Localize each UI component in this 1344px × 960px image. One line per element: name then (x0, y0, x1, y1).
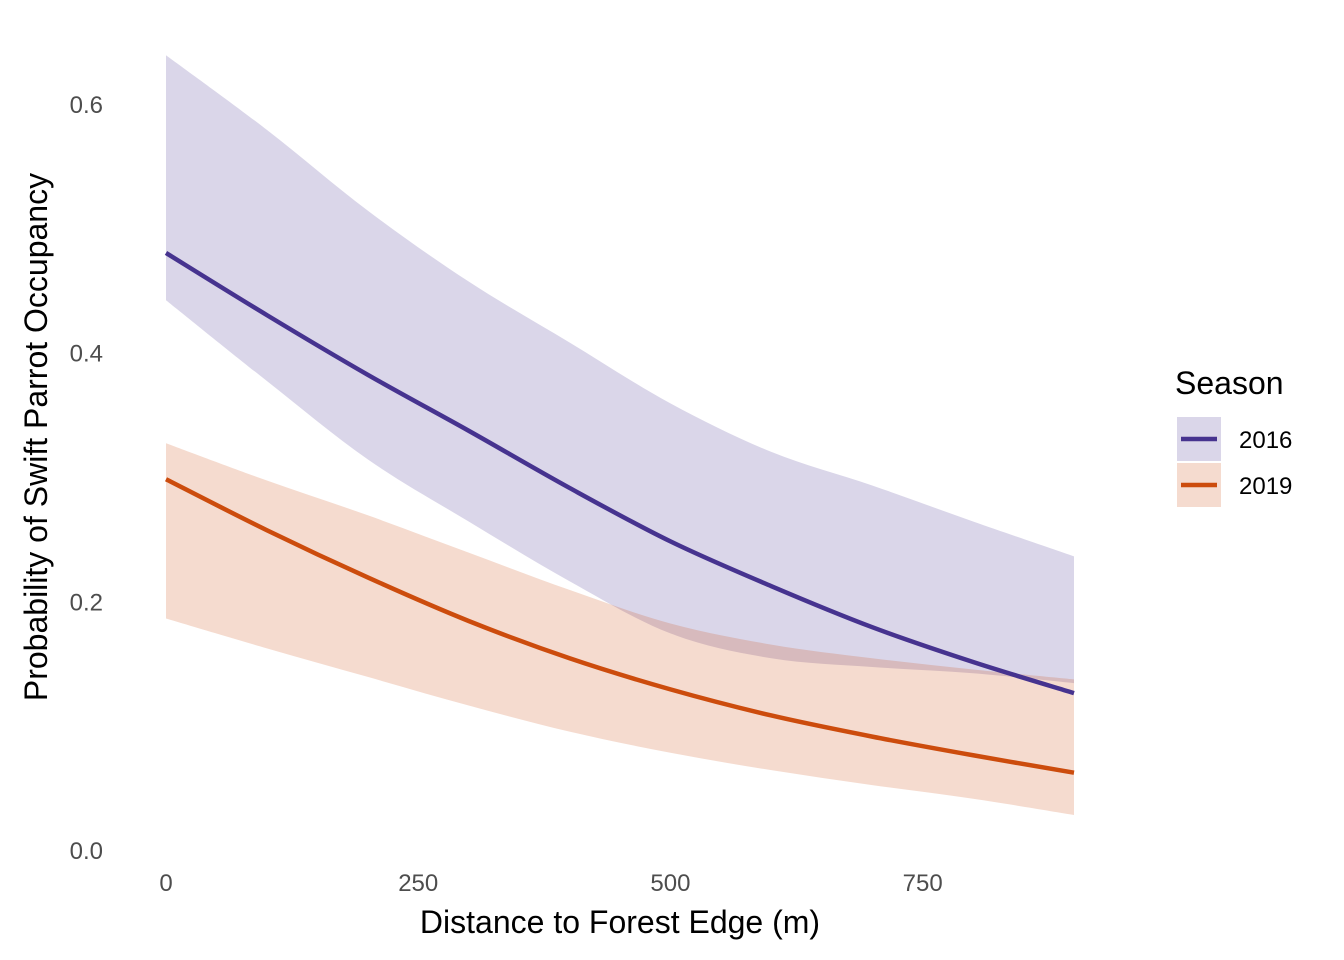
x-tick-label: 750 (903, 870, 943, 897)
y-axis-ticks: 0.0 0.2 0.4 0.6 (70, 92, 103, 865)
x-axis-title: Distance to Forest Edge (m) (420, 904, 820, 940)
y-tick-label: 0.6 (70, 92, 103, 119)
legend-label-2016: 2016 (1239, 427, 1292, 454)
y-axis-title: Probability of Swift Parrot Occupancy (18, 173, 54, 701)
fit-lines (164, 251, 1075, 775)
y-tick-label: 0.4 (70, 341, 103, 368)
x-tick-label: 500 (650, 870, 690, 897)
legend-title: Season (1175, 365, 1284, 401)
x-tick-label: 0 (159, 870, 172, 897)
confidence-ribbons (166, 55, 1074, 815)
y-tick-label: 0.2 (70, 589, 103, 616)
ribbon-2016 (166, 55, 1074, 684)
ribbon-2019 (166, 443, 1074, 815)
line-2016 (164, 251, 1075, 696)
legend: Season 2016 2019 (1175, 365, 1292, 507)
legend-label-2019: 2019 (1239, 473, 1292, 500)
x-tick-label: 250 (398, 870, 438, 897)
line-2019 (164, 477, 1075, 775)
y-tick-label: 0.0 (70, 838, 103, 865)
x-axis-ticks: 0 250 500 750 (159, 870, 942, 897)
